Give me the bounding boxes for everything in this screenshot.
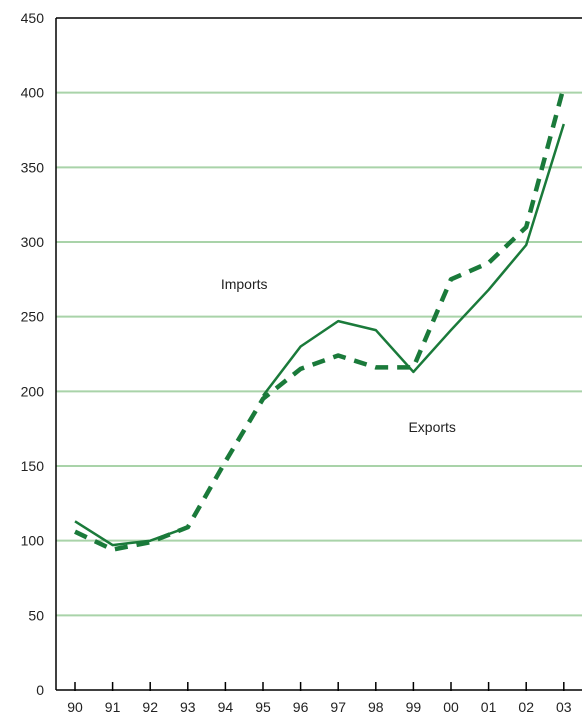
x-tick-label: 91 [105,699,121,715]
y-tick-label: 100 [21,533,45,549]
x-axis-ticks: 90 91 92 93 94 95 96 97 98 99 00 01 02 03 [67,682,572,715]
gridlines [56,91,582,617]
y-tick-label: 50 [28,607,44,623]
x-tick-label: 01 [481,699,497,715]
annotations: Imports Exports [221,276,456,435]
annotation-label: Imports [221,276,268,292]
y-tick-label: 400 [21,85,45,101]
x-tick-label: 02 [518,699,534,715]
y-tick-label: 200 [21,383,45,399]
y-tick-label: 150 [21,458,45,474]
axes [55,17,582,691]
x-tick-label: 96 [293,699,309,715]
x-tick-label: 03 [556,699,572,715]
y-tick-label: 300 [21,234,45,250]
x-tick-label: 90 [67,699,83,715]
annotation-label: Exports [408,419,455,435]
y-tick-label: 350 [21,159,45,175]
x-tick-label: 98 [368,699,384,715]
x-tick-label: 92 [142,699,158,715]
x-tick-label: 94 [218,699,234,715]
y-tick-label: 450 [21,10,45,26]
series-line-imports [74,123,565,547]
series-lines [74,86,566,552]
x-tick-label: 00 [443,699,459,715]
x-tick-label: 99 [406,699,422,715]
series-line-exports [74,86,566,552]
x-tick-label: 97 [330,699,346,715]
x-tick-label: 95 [255,699,271,715]
y-axis-ticks: 0 50 100 150 200 250 300 350 400 450 [21,10,45,698]
x-tick-label: 93 [180,699,196,715]
y-tick-label: 250 [21,309,45,325]
y-tick-label: 0 [36,682,44,698]
